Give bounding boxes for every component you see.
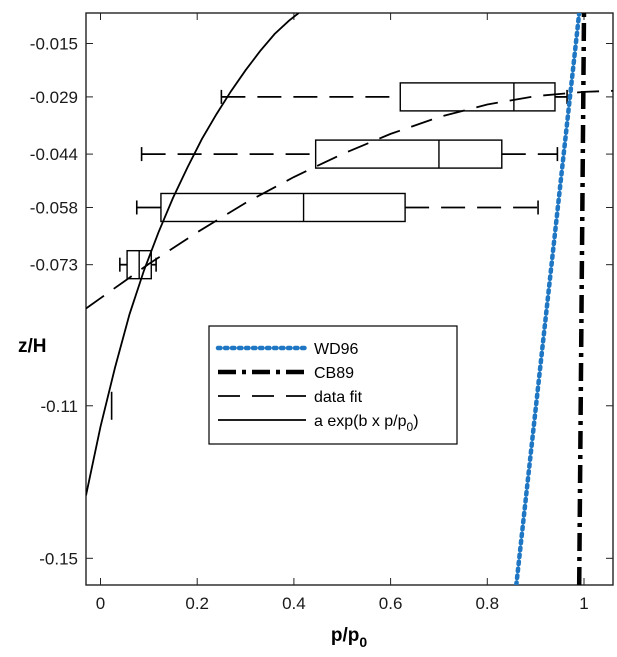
legend-entry: a exp(b x p/p0) bbox=[218, 413, 419, 434]
legend-box bbox=[208, 325, 458, 445]
y-tick-label: -0.015 bbox=[30, 35, 78, 54]
x-tick-label: 0.6 bbox=[379, 594, 403, 613]
y-axis-label: z/H bbox=[18, 336, 47, 357]
legend-entry: WD96 bbox=[215, 341, 359, 358]
x-tick-label: 1 bbox=[579, 594, 588, 613]
x-tick-label: 0 bbox=[96, 594, 105, 613]
legend-entry: data fit bbox=[218, 389, 363, 406]
box-group bbox=[135, 192, 539, 223]
series-line bbox=[576, 13, 587, 585]
axis-ticks bbox=[86, 13, 613, 585]
legend-label: a exp(b x p/p0) bbox=[314, 413, 419, 434]
chart-marks bbox=[86, 13, 613, 585]
box-group bbox=[140, 139, 559, 169]
y-tick-label: -0.029 bbox=[30, 88, 78, 107]
x-tick-labels: 0 0.2 0.4 0.6 0.8 1 bbox=[96, 594, 589, 613]
legend-label: data fit bbox=[314, 389, 363, 406]
legend: WD96 CB89 data fit a exp(b x p/p0) bbox=[208, 325, 458, 445]
legend-label: CB89 bbox=[314, 365, 354, 382]
box bbox=[160, 192, 406, 223]
y-tick-label: -0.044 bbox=[30, 145, 78, 164]
series-line bbox=[86, 13, 300, 496]
legend-label: WD96 bbox=[314, 341, 359, 358]
y-tick-label: -0.11 bbox=[41, 397, 79, 416]
legend-entry: CB89 bbox=[218, 365, 354, 382]
x-axis-label: p/p0 bbox=[331, 625, 368, 650]
box bbox=[314, 139, 503, 169]
x-tick-label: 0.4 bbox=[282, 594, 306, 613]
series-line bbox=[514, 13, 582, 585]
y-tick-label: -0.058 bbox=[30, 198, 78, 217]
y-tick-label: -0.073 bbox=[30, 256, 78, 275]
y-tick-labels: -0.015 -0.029 -0.044 -0.058 -0.073 -0.11 -0.15 bbox=[30, 35, 78, 569]
y-tick-label: -0.15 bbox=[39, 549, 78, 568]
series-line bbox=[86, 89, 613, 310]
x-tick-label: 0.8 bbox=[475, 594, 499, 613]
x-tick-label: 0.2 bbox=[185, 594, 209, 613]
